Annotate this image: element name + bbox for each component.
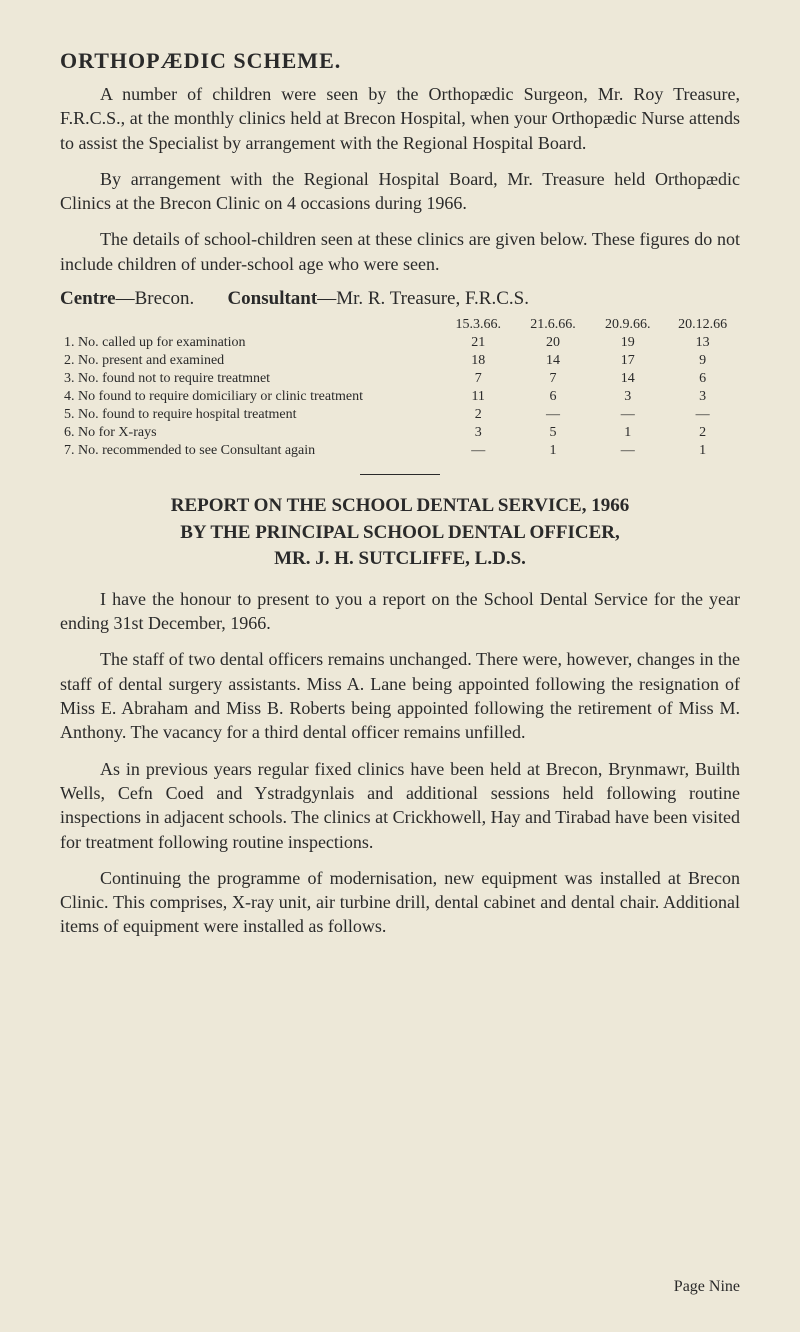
- report-title-line: MR. J. H. SUTCLIFFE, L.D.S.: [60, 546, 740, 573]
- table-cell: —: [441, 442, 516, 460]
- paragraph-text: A number of children were seen by the Or…: [60, 84, 740, 153]
- table-header-cell: 20.9.66.: [590, 316, 665, 334]
- table-cell: 2: [441, 406, 516, 424]
- table-cell: 3: [441, 424, 516, 442]
- table-row: 5. No. found to require hospital treatme…: [60, 406, 740, 424]
- paragraph-text: As in previous years regular fixed clini…: [60, 759, 740, 852]
- table-cell-label: 2. No. present and examined: [60, 352, 441, 370]
- paragraph: The staff of two dental officers remains…: [60, 647, 740, 744]
- table-cell: 3: [590, 388, 665, 406]
- table-cell-label: 4. No found to require domiciliary or cl…: [60, 388, 441, 406]
- report-heading: REPORT ON THE SCHOOL DENTAL SERVICE, 196…: [60, 493, 740, 573]
- paragraph: A number of children were seen by the Or…: [60, 82, 740, 155]
- table-header-cell: 15.3.66.: [441, 316, 516, 334]
- table-cell: 2: [665, 424, 740, 442]
- table-row: 1. No. called up for examination 21 20 1…: [60, 334, 740, 352]
- table-cell: 21: [441, 334, 516, 352]
- section-heading: ORTHOPÆDIC SCHEME.: [60, 48, 740, 74]
- table-cell: 6: [516, 388, 591, 406]
- consultant-label: Consultant: [227, 288, 317, 309]
- table-cell-label: 1. No. called up for examination: [60, 334, 441, 352]
- table-cell-label: 6. No for X-rays: [60, 424, 441, 442]
- table-header-cell: 20.12.66: [665, 316, 740, 334]
- table-cell: 3: [665, 388, 740, 406]
- table-cell: 18: [441, 352, 516, 370]
- paragraph-text: The staff of two dental officers remains…: [60, 649, 740, 742]
- table-row: 7. No. recommended to see Consultant aga…: [60, 442, 740, 460]
- clinic-data-table: 15.3.66. 21.6.66. 20.9.66. 20.12.66 1. N…: [60, 316, 740, 460]
- table-cell: 13: [665, 334, 740, 352]
- table-cell: —: [590, 442, 665, 460]
- table-cell: [60, 316, 441, 334]
- paragraph-text: I have the honour to present to you a re…: [60, 589, 740, 633]
- table-row: 3. No. found not to require treatmnet 7 …: [60, 370, 740, 388]
- centre-label: Centre: [60, 288, 116, 309]
- divider-rule: [360, 474, 440, 475]
- table-cell: 1: [590, 424, 665, 442]
- paragraph: I have the honour to present to you a re…: [60, 587, 740, 636]
- report-title-line: REPORT ON THE SCHOOL DENTAL SERVICE, 196…: [60, 493, 740, 520]
- table-cell: 14: [590, 370, 665, 388]
- centre-consultant-line: Centre—Brecon. Consultant—Mr. R. Treasur…: [60, 288, 740, 310]
- paragraph: Continuing the programme of modernisatio…: [60, 866, 740, 939]
- consultant-value: —Mr. R. Treasure, F.R.C.S.: [317, 288, 529, 309]
- table-row: 2. No. present and examined 18 14 17 9: [60, 352, 740, 370]
- table-cell-label: 5. No. found to require hospital treatme…: [60, 406, 441, 424]
- paragraph-text: The details of school-children seen at t…: [60, 229, 740, 273]
- table-cell-label: 7. No. recommended to see Consultant aga…: [60, 442, 441, 460]
- table-cell: 7: [441, 370, 516, 388]
- table-cell: 7: [516, 370, 591, 388]
- table-cell: 6: [665, 370, 740, 388]
- table-cell: —: [516, 406, 591, 424]
- centre-value: —Brecon.: [116, 288, 195, 309]
- table-cell: 14: [516, 352, 591, 370]
- table-cell: 1: [516, 442, 591, 460]
- table-row: 6. No for X-rays 3 5 1 2: [60, 424, 740, 442]
- table-cell: —: [590, 406, 665, 424]
- page-footer: Page Nine: [674, 1278, 740, 1296]
- table-cell: 5: [516, 424, 591, 442]
- table-cell: 17: [590, 352, 665, 370]
- table-cell: 19: [590, 334, 665, 352]
- paragraph: The details of school-children seen at t…: [60, 227, 740, 276]
- table-header-cell: 21.6.66.: [516, 316, 591, 334]
- report-title-line: BY THE PRINCIPAL SCHOOL DENTAL OFFICER,: [60, 520, 740, 547]
- paragraph: By arrangement with the Regional Hospita…: [60, 167, 740, 216]
- paragraph-text: By arrangement with the Regional Hospita…: [60, 169, 740, 213]
- table-cell: 11: [441, 388, 516, 406]
- paragraph-text: Continuing the programme of modernisatio…: [60, 868, 740, 937]
- table-row: 4. No found to require domiciliary or cl…: [60, 388, 740, 406]
- table-cell: —: [665, 406, 740, 424]
- table-cell: 9: [665, 352, 740, 370]
- table-cell-label: 3. No. found not to require treatmnet: [60, 370, 441, 388]
- table-cell: 20: [516, 334, 591, 352]
- table-header-row: 15.3.66. 21.6.66. 20.9.66. 20.12.66: [60, 316, 740, 334]
- paragraph: As in previous years regular fixed clini…: [60, 757, 740, 854]
- table-cell: 1: [665, 442, 740, 460]
